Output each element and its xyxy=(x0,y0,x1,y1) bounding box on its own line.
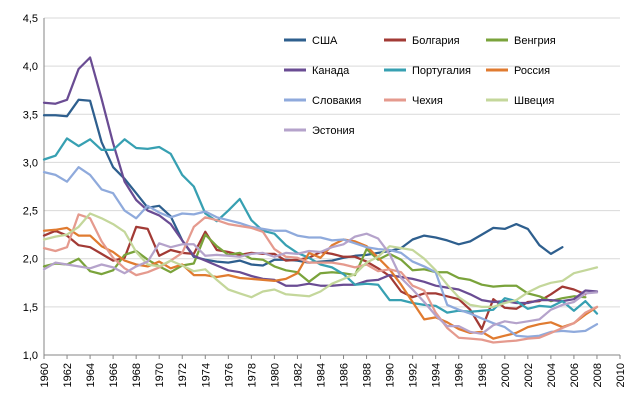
x-tick-label: 1966 xyxy=(108,363,120,387)
x-tick-label: 2010 xyxy=(615,363,627,387)
y-tick-label: 1,5 xyxy=(23,302,38,314)
legend-label: Чехия xyxy=(412,95,443,107)
y-tick-label: 4,5 xyxy=(23,13,38,25)
series-line-7 xyxy=(42,166,599,338)
x-tick-label: 1986 xyxy=(339,363,351,387)
gridlines xyxy=(44,17,620,356)
series-line-5 xyxy=(42,137,599,315)
series-line-3 xyxy=(42,233,587,303)
x-tick-label: 1998 xyxy=(477,363,489,387)
x-tick-label: 2008 xyxy=(592,363,604,387)
y-tick-label: 1,0 xyxy=(23,350,38,362)
legend-label: Болгария xyxy=(412,35,460,47)
x-tick-label: 2000 xyxy=(500,363,512,387)
legend-label: Швеция xyxy=(514,95,554,107)
y-tick-label: 3,0 xyxy=(23,157,38,169)
series-line-4 xyxy=(42,56,599,305)
x-tick-label: 2004 xyxy=(546,363,558,387)
series-line-6 xyxy=(42,226,599,340)
y-tick-label: 2,5 xyxy=(23,206,38,218)
x-tick-label: 1968 xyxy=(131,363,143,387)
y-tick-label: 2,0 xyxy=(23,254,38,266)
series-line-9 xyxy=(42,212,599,309)
x-tick-label: 1984 xyxy=(315,363,327,387)
legend-label: Россия xyxy=(514,65,550,77)
x-tick-label: 1972 xyxy=(177,363,189,387)
x-tick-label: 1960 xyxy=(39,363,51,387)
x-tick-label: 1992 xyxy=(408,363,420,387)
legend-label: Эстония xyxy=(312,125,355,137)
x-tick-label: 1994 xyxy=(431,363,443,387)
x-tick-label: 2006 xyxy=(569,363,581,387)
legend-label: Словакия xyxy=(312,95,361,107)
y-tick-label: 3,5 xyxy=(23,109,38,121)
x-tick-label: 1978 xyxy=(246,363,258,387)
series-line-1 xyxy=(42,98,564,267)
series-line-10 xyxy=(42,232,599,335)
legend: США Болгария Венгрия Канада Португалия Россия… xyxy=(284,35,556,137)
y-tick-label: 4,0 xyxy=(23,61,38,73)
axes: 1,0 1,5 2,0 2,5 3,0 3,5 4,0 4,5 1960 1962 1964 1966… xyxy=(23,13,627,387)
legend-label: Канада xyxy=(312,65,350,77)
x-tick-label: 1962 xyxy=(62,363,74,387)
legend-label: Португалия xyxy=(412,65,471,77)
legend-label: Венгрия xyxy=(514,35,556,47)
x-tick-label: 1980 xyxy=(269,363,281,387)
x-tick-label: 2002 xyxy=(523,363,535,387)
x-tick-label: 1976 xyxy=(223,363,235,387)
series-lines xyxy=(42,56,599,344)
x-tick-label: 1970 xyxy=(154,363,166,387)
x-tick-label: 1988 xyxy=(362,363,374,387)
series-line-8 xyxy=(42,213,599,344)
x-tick-label: 1990 xyxy=(385,363,397,387)
x-tick-label: 1964 xyxy=(85,363,97,387)
x-tick-label: 1974 xyxy=(200,363,212,387)
legend-label: США xyxy=(312,35,338,47)
x-tick-label: 1996 xyxy=(454,363,466,387)
x-tick-label: 1982 xyxy=(292,363,304,387)
